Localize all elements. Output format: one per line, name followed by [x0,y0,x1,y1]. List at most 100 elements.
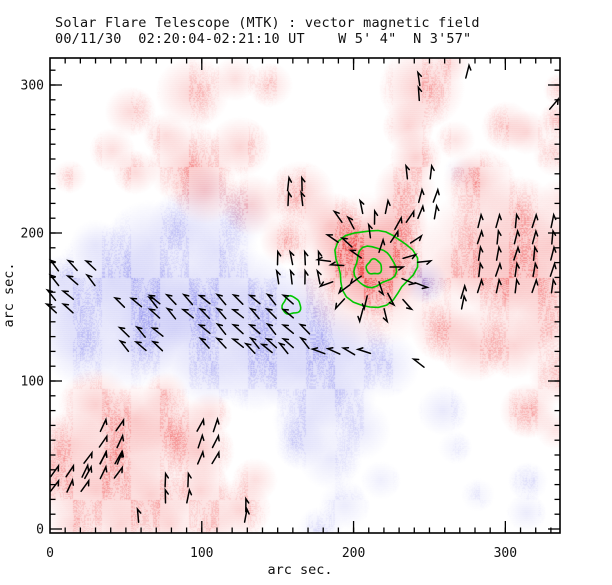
field-vector-arrow [513,245,521,261]
field-vector-arrow [465,62,472,79]
field-vector-arrow [197,294,211,305]
field-vector-arrow [247,323,261,335]
field-vector-arrow [460,293,467,310]
field-vector-arrow [212,416,220,433]
field-vector-arrow [298,336,310,350]
field-vector-arrow [281,337,294,349]
field-vector-arrow [264,307,277,320]
field-vector-arrow [147,294,161,305]
field-vector-arrow [114,449,123,465]
field-vector-arrow [514,277,520,294]
field-vector-arrow [417,85,423,102]
field-vector-arrow [164,487,169,504]
field-vector-arrow [164,471,170,488]
field-vector-arrow [248,307,260,320]
field-vector-arrow [165,307,177,320]
field-vector-arrow [531,212,539,229]
field-vector-arrow [98,433,108,448]
field-vector-arrow [215,322,227,336]
field-vector-arrow [197,433,205,449]
field-vector-arrow [99,449,108,465]
field-vector-arrow [211,449,220,465]
field-vector-arrow [197,324,211,335]
field-vector-arrow [133,341,147,352]
field-vector-arrow [394,215,403,231]
field-vector-arrow [50,463,60,478]
field-vector-arrow [367,222,373,239]
field-vector-arrow [332,209,343,223]
field-vector-arrow [164,293,177,306]
field-vector-arrow [129,297,143,308]
field-vector-arrow [382,308,389,324]
plot-border [49,57,561,534]
field-vector-arrow [340,346,356,356]
field-vector-arrow [61,303,74,314]
field-vector-arrow [116,449,125,465]
flux-contour [365,257,383,275]
field-vector-arrow [433,203,440,220]
field-vector-arrow [288,249,295,266]
field-vector-arrow [548,97,560,110]
field-vector-arrow [514,212,520,229]
field-vector-arrow [180,308,194,319]
field-vector-arrow [264,337,278,349]
field-vector-arrow [48,258,60,272]
field-vector-arrow [289,268,295,285]
field-vector-arrow [66,477,75,493]
field-vector-arrow [147,308,161,319]
chart-subtitle: 00/11/30 02:20:04-02:21:10 UT W 5' 4" N … [55,31,472,47]
y-tick-label: 100 [21,375,44,390]
field-vector-arrow [389,228,399,243]
field-vector-arrow [328,261,345,267]
field-vector-arrow [99,464,108,480]
field-vector-arrow [196,449,205,465]
field-vector-arrow [339,237,353,248]
field-vector-arrow [247,294,261,305]
field-vector-arrow [84,464,93,480]
field-vector-arrow [248,336,260,350]
field-vector-arrow [432,187,440,203]
field-vector-arrow [276,249,282,266]
field-vector-arrow [405,209,415,223]
field-vector-arrow [211,433,220,449]
field-vector-arrow [99,416,108,433]
field-vector-arrow [324,234,339,244]
field-vector-arrow [531,228,539,245]
field-vector-arrow [478,261,484,278]
flux-contour [353,245,398,289]
field-vector-arrow [405,163,411,180]
field-vector-arrow [60,290,75,301]
field-vector-arrow [477,244,484,261]
x-tick-label: 200 [342,546,365,561]
field-vector-arrow [66,259,78,272]
field-vector-arrow [402,253,418,260]
field-vector-arrow [187,471,192,488]
field-vector-arrow [550,244,557,261]
field-vector-arrow [280,324,295,335]
field-vector-arrow [265,322,277,336]
field-vector-arrow [378,281,385,297]
field-vector-arrow [477,212,484,229]
field-vector-arrow [417,203,425,220]
field-vector-arrow [215,293,227,306]
field-vector-arrow [496,228,502,245]
field-vector-arrow [325,347,341,355]
field-vector-arrow [550,212,557,229]
field-vector-arrow [355,347,372,355]
field-vector-arrow [118,339,130,353]
field-vector-arrow [215,307,227,320]
field-vector-arrow [287,190,293,207]
field-vector-arrow [150,327,164,337]
field-vector-arrow [429,163,435,180]
field-vector-arrow [214,337,227,349]
field-vector-arrow [348,249,362,259]
field-vector-arrow [495,277,502,294]
field-vector-arrow [402,298,414,311]
field-vector-arrow [230,338,245,349]
x-tick-label: 300 [494,546,517,561]
field-vector-arrow [514,261,520,278]
field-vector-arrow [334,298,346,311]
field-vector-arrow [298,323,311,335]
